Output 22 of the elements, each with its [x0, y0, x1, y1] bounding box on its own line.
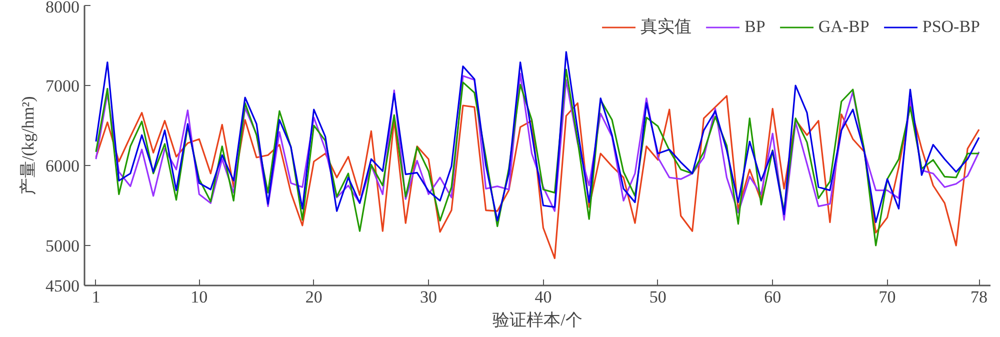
x-tick-label: 20	[305, 288, 322, 306]
x-tick-label: 10	[190, 288, 208, 306]
x-tick-label: 78	[970, 288, 988, 306]
y-tick-label: 8000	[46, 0, 80, 16]
line-series	[95, 68, 980, 246]
x-tick-label: 30	[420, 288, 438, 306]
y-tick-label: 5000	[46, 236, 80, 256]
legend-label: 真实值	[640, 16, 692, 38]
x-tick-label: 50	[649, 288, 666, 306]
line-series	[95, 95, 980, 260]
x-tick-label: 1	[92, 288, 100, 306]
y-axis-title: 产量/(kg/hm²)	[18, 96, 38, 195]
legend-label: BP	[744, 16, 766, 36]
x-tick-label: 40	[534, 288, 552, 306]
x-tick-label: 70	[878, 288, 896, 306]
legend-label: PSO-BP	[922, 16, 980, 36]
y-tick-label: 4500	[46, 276, 80, 296]
x-axis-title: 验证样本/个	[492, 310, 582, 330]
y-tick-label: 6000	[46, 156, 80, 176]
y-tick-label: 7000	[46, 76, 80, 96]
legend-label: GA-BP	[818, 16, 870, 36]
x-tick-label: 60	[764, 288, 782, 306]
